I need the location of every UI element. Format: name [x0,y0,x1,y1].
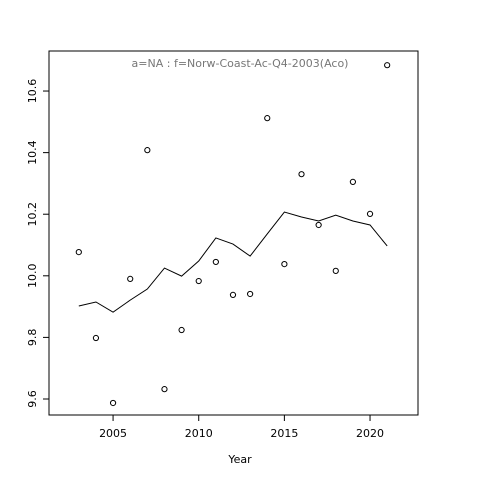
chart-title: a=NA : f=Norw-Coast-Ac-Q4-2003(Aco) [132,57,349,70]
data-point [264,115,271,122]
data-point [229,291,237,298]
y-tick-label: 9.8 [26,329,39,347]
x-axis-label: Year [227,453,252,466]
data-point [109,399,117,407]
y-tick-label: 10.0 [26,264,39,289]
data-point [127,275,134,282]
data-point [281,261,288,268]
data-point [349,178,357,185]
data-point [332,267,339,274]
data-point [298,171,305,178]
trend-line [78,211,388,313]
data-point [178,326,185,334]
y-tick-label: 10.4 [26,140,39,165]
data-point [212,258,219,266]
plot-frame [48,50,419,416]
y-tick-label: 9.6 [26,390,39,408]
data-point [315,221,322,229]
data-point [92,334,100,342]
data-point [366,210,374,218]
data-point [144,147,151,154]
x-tick-label: 2015 [270,427,298,440]
y-tick-label: 10.2 [26,202,39,227]
x-tick-label: 2005 [99,427,127,440]
y-tick-label: 10.6 [26,79,39,104]
data-point [195,277,202,285]
data-point [161,386,168,393]
data-point [384,62,391,69]
x-tick-label: 2010 [185,427,213,440]
data-point [75,248,82,256]
data-point [247,290,254,298]
x-tick-label: 2020 [356,427,384,440]
